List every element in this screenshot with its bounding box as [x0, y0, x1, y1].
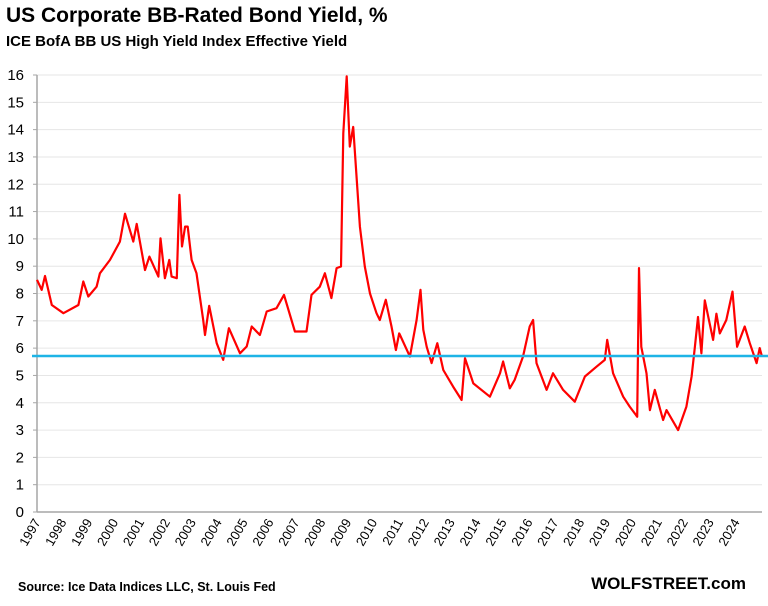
x-tick-label: 2002 [146, 516, 173, 549]
y-tick-label: 13 [7, 149, 24, 166]
x-tick-label: 2007 [275, 516, 302, 549]
chart-subtitle: ICE BofA BB US High Yield Index Effectiv… [6, 33, 348, 50]
x-tick-label: 2014 [456, 516, 483, 549]
x-tick-label: 2004 [197, 516, 224, 549]
x-tick-label: 2016 [508, 516, 535, 549]
y-tick-label: 12 [7, 176, 24, 193]
y-tick-label: 6 [16, 340, 24, 357]
source-note: Source: Ice Data Indices LLC, St. Louis … [18, 580, 276, 594]
y-tick-label: 7 [16, 313, 24, 330]
x-tick-label: 2012 [405, 516, 432, 549]
x-tick-label: 2005 [223, 516, 250, 549]
x-tick-label: 2023 [689, 516, 716, 549]
y-tick-label: 8 [16, 286, 24, 303]
x-tick-label: 2000 [94, 516, 121, 549]
series-line-bb-yield [36, 75, 764, 432]
y-tick-label: 4 [16, 395, 24, 412]
x-tick-label: 2008 [301, 516, 328, 549]
x-tick-label: 2021 [638, 516, 665, 549]
chart-title: US Corporate BB-Rated Bond Yield, % [6, 4, 388, 27]
x-axis-ticks: 1997199819992000200120022003200420052006… [16, 516, 743, 549]
x-tick-label: 2001 [120, 516, 147, 549]
x-tick-label: 1999 [68, 516, 95, 549]
x-tick-label: 2020 [612, 516, 639, 549]
y-tick-label: 2 [16, 449, 24, 466]
brand-logo-text: WOLFSTREET.com [591, 574, 746, 593]
y-tick-label: 1 [16, 477, 24, 494]
x-tick-label: 2006 [249, 516, 276, 549]
x-tick-label: 2024 [715, 516, 742, 549]
y-tick-label: 11 [8, 204, 24, 221]
y-tick-label: 3 [16, 422, 24, 439]
y-tick-label: 9 [16, 258, 24, 275]
y-tick-label: 14 [7, 122, 24, 139]
x-tick-label: 2017 [534, 516, 561, 549]
x-tick-label: 2009 [327, 516, 354, 549]
x-tick-label: 2011 [379, 516, 406, 548]
x-tick-label: 2022 [663, 516, 690, 549]
y-tick-label: 10 [7, 231, 24, 248]
x-tick-label: 2003 [172, 516, 199, 549]
x-tick-label: 2019 [586, 516, 613, 549]
x-tick-label: 2013 [430, 516, 457, 549]
gridlines [37, 74, 762, 486]
x-tick-label: 2010 [353, 516, 380, 549]
x-tick-label: 1998 [42, 516, 69, 549]
y-tick-label: 15 [7, 94, 24, 111]
y-tick-label: 5 [16, 367, 24, 384]
x-tick-label: 2015 [482, 516, 509, 549]
x-tick-label: 2018 [560, 516, 587, 549]
y-tick-label: 16 [7, 67, 24, 84]
y-tick-label: 0 [16, 504, 24, 521]
